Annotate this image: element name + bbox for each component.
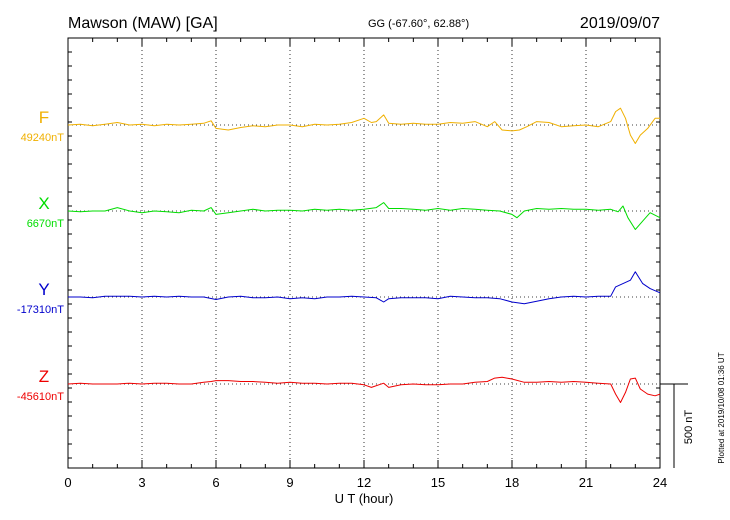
coordinates-label: GG (-67.60°, 62.88°) xyxy=(368,18,469,30)
x-tick-label: 15 xyxy=(431,475,445,490)
x-tick-label: 18 xyxy=(505,475,519,490)
series-name-x: X xyxy=(38,194,49,213)
baseline-value-x: 6670nT xyxy=(27,218,65,230)
series-labels: F 49240nT X 6670nT Y -17310nT Z -45610nT xyxy=(17,108,64,403)
series-group xyxy=(67,107,661,403)
baseline-value-f: 49240nT xyxy=(21,132,65,144)
x-tick-label: 12 xyxy=(357,475,371,490)
series-line-f xyxy=(67,107,660,144)
x-tick-label: 0 xyxy=(64,475,71,490)
series-name-f: F xyxy=(39,108,49,127)
axis-ticks: 0 3 6 9 12 15 18 21 24 xyxy=(64,38,667,490)
plotted-timestamp: Plotted at 2019/10/08 01:36 UT xyxy=(717,352,726,463)
x-tick-label: 9 xyxy=(286,475,293,490)
x-tick-label: 6 xyxy=(212,475,219,490)
series-name-y: Y xyxy=(38,280,49,299)
series-line-x xyxy=(67,202,661,230)
series-line-y xyxy=(68,271,661,305)
x-tick-label: 3 xyxy=(138,475,145,490)
x-tick-label: 24 xyxy=(653,475,667,490)
series-name-z: Z xyxy=(39,367,49,386)
station-title: Mawson (MAW) [GA] xyxy=(68,15,218,32)
baseline-value-y: -17310nT xyxy=(17,304,64,316)
scale-bar-label: 500 nT xyxy=(683,410,695,445)
series-line-z xyxy=(67,376,661,403)
grid-lines xyxy=(68,38,660,468)
date-label: 2019/09/07 xyxy=(580,15,660,32)
x-tick-label: 21 xyxy=(579,475,593,490)
baseline-value-z: -45610nT xyxy=(17,391,64,403)
x-axis-label: U T (hour) xyxy=(335,491,394,506)
